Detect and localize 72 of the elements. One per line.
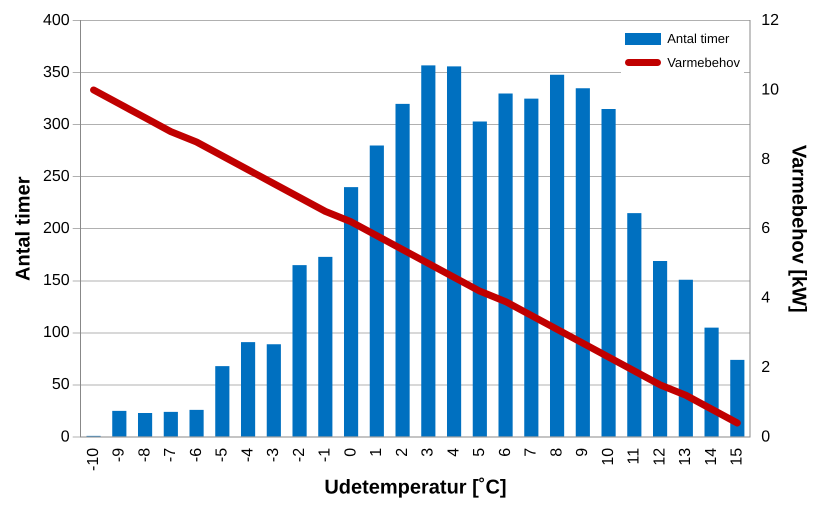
bar [498, 93, 513, 436]
x-tick-label: 14 [702, 448, 720, 466]
legend-label: Varmebehov [667, 55, 740, 70]
bar [292, 265, 307, 436]
x-tick-label: 3 [420, 448, 437, 457]
bar [395, 104, 410, 436]
bar [318, 256, 332, 436]
y2-tick-label: 4 [761, 290, 770, 307]
bar [189, 410, 204, 436]
y-tick-label: 300 [42, 116, 70, 134]
bar [704, 328, 719, 436]
x-tick-label: 13 [677, 448, 694, 466]
x-axis-title: Udetemperatur [˚C] [324, 476, 507, 499]
x-tick-label: -10 [84, 448, 102, 471]
x-tick-label: 5 [471, 448, 488, 457]
y2-tick-label: 6 [761, 220, 770, 238]
x-tick-label: 7 [522, 448, 540, 457]
bar [678, 280, 693, 436]
x-tick-label: -4 [239, 448, 256, 462]
y2-axis-title: Varmebehov [kW] [787, 144, 810, 313]
bar [524, 98, 538, 436]
bar [215, 366, 230, 436]
x-tick-label: -7 [162, 448, 180, 462]
x-tick-label: -6 [188, 448, 205, 462]
x-tick-label: 10 [600, 448, 617, 466]
y2-tick-label: 0 [761, 428, 770, 446]
y-tick-label: 400 [42, 12, 70, 30]
x-tick-label: 8 [548, 448, 566, 457]
bar [421, 65, 436, 436]
x-tick-label: 15 [728, 448, 746, 466]
legend-label: Antal timer [667, 31, 730, 46]
y-tick-label: 250 [42, 168, 70, 186]
bar [601, 109, 616, 436]
y-tick-label: 350 [42, 64, 70, 82]
y-axis-title: Antal timer [12, 176, 35, 281]
x-tick-label: 4 [445, 448, 462, 457]
bar [344, 187, 358, 436]
bar [138, 412, 152, 436]
bar [550, 74, 564, 436]
bar [576, 88, 590, 436]
x-tick-label: -1 [316, 448, 334, 462]
x-tick-label: -2 [290, 448, 308, 462]
y2-tick-label: 10 [761, 81, 780, 98]
x-tick-label: 9 [574, 448, 592, 457]
x-tick-label: 11 [626, 448, 643, 464]
x-tick-label: 6 [496, 448, 514, 457]
x-tick-label: -5 [214, 448, 231, 462]
bar [652, 261, 668, 436]
y-tick-label: 100 [42, 324, 70, 342]
y-tick-label: 200 [42, 220, 70, 238]
bar [164, 412, 178, 436]
bar [472, 122, 487, 436]
bar [266, 344, 281, 436]
x-tick-label: 0 [342, 448, 360, 457]
bar [627, 213, 642, 436]
y2-tick-label: 12 [761, 12, 780, 30]
y-tick-label: 150 [42, 272, 70, 290]
bar [370, 145, 384, 436]
y2-tick-label: 8 [761, 150, 770, 168]
x-tick-label: 1 [368, 448, 386, 457]
x-tick-label: -3 [265, 448, 282, 462]
bar [730, 360, 744, 436]
x-tick-label: -9 [110, 448, 128, 462]
y2-tick-label: 2 [761, 358, 770, 376]
bar [446, 66, 462, 436]
bar [240, 342, 256, 436]
y-tick-label: 0 [60, 428, 70, 446]
x-tick-label: -8 [136, 448, 154, 462]
x-tick-label: 2 [394, 448, 411, 457]
bar [112, 410, 126, 436]
x-tick-label: 12 [651, 448, 668, 466]
y-tick-label: 50 [52, 376, 70, 394]
